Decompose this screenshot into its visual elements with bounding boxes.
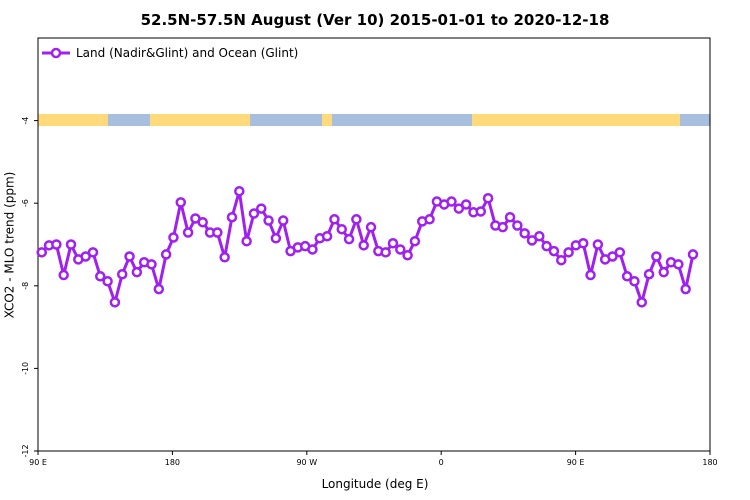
point — [329, 214, 340, 225]
x-tick-label: 90 E — [29, 458, 47, 467]
point — [270, 233, 282, 244]
x-tick-label: 90 E — [567, 458, 585, 467]
point — [358, 240, 369, 251]
point — [556, 254, 567, 266]
point — [241, 235, 252, 247]
point — [263, 215, 274, 226]
point — [248, 208, 260, 219]
point — [585, 269, 596, 281]
point — [504, 211, 516, 223]
point — [395, 244, 406, 255]
x-tick-label: 90 W — [296, 458, 317, 467]
x-tick-label: 180 — [702, 458, 717, 467]
point — [577, 238, 589, 249]
point — [446, 196, 457, 207]
point — [197, 216, 208, 228]
point — [226, 211, 238, 223]
point — [651, 251, 662, 262]
chart-title: 52.5N-57.5N August (Ver 10) 2015-01-01 t… — [141, 11, 610, 29]
point — [512, 220, 523, 231]
point — [687, 249, 699, 260]
point — [58, 269, 69, 281]
point — [95, 271, 106, 282]
point — [146, 259, 157, 270]
point — [160, 249, 172, 260]
point — [424, 214, 435, 225]
point — [365, 221, 377, 233]
point — [234, 185, 245, 197]
legend-label: Land (Nadir&Glint) and Ocean (Glint) — [76, 46, 298, 60]
point — [153, 283, 165, 295]
point — [497, 221, 508, 233]
y-tick-label: -10 — [21, 362, 30, 375]
point — [548, 245, 560, 257]
point — [636, 297, 648, 308]
point — [387, 238, 399, 249]
point — [453, 203, 465, 214]
x-tick-label: 0 — [439, 458, 444, 467]
y-tick-label: -8 — [21, 282, 30, 290]
point — [541, 240, 552, 252]
point — [124, 251, 135, 262]
point — [102, 276, 113, 287]
point — [614, 247, 626, 258]
point — [65, 239, 77, 250]
point — [116, 268, 128, 280]
point — [475, 206, 487, 217]
point — [673, 259, 684, 270]
point — [336, 223, 347, 235]
x-tick-label: 180 — [165, 458, 180, 467]
point — [321, 230, 333, 242]
legend-marker — [50, 47, 62, 59]
point — [80, 251, 91, 262]
point — [219, 252, 230, 263]
point — [87, 247, 99, 258]
point — [131, 266, 143, 278]
y-tick-label: -12 — [21, 444, 30, 457]
point — [680, 283, 691, 295]
legend: Land (Nadir&Glint) and Ocean (Glint) — [42, 46, 298, 60]
x-axis-title: Longitude (deg E) — [322, 477, 429, 491]
point — [643, 268, 655, 280]
point — [36, 247, 47, 258]
point — [592, 239, 604, 250]
point — [277, 215, 289, 226]
point — [212, 227, 223, 238]
point — [519, 228, 530, 239]
point — [175, 197, 187, 208]
plot-frame — [37, 37, 711, 452]
point — [256, 203, 267, 214]
point — [402, 249, 413, 261]
point — [526, 235, 538, 246]
point — [658, 266, 669, 278]
y-tick-label: -4 — [21, 117, 30, 125]
point — [307, 244, 318, 255]
point — [482, 192, 494, 204]
point — [109, 297, 121, 308]
point — [621, 271, 633, 282]
point — [563, 247, 574, 258]
y-axis-title: XCO2 - MLO trend (ppm) — [3, 172, 17, 319]
point — [607, 251, 618, 262]
point — [351, 214, 362, 225]
point — [168, 232, 179, 243]
point — [534, 230, 545, 242]
y-tick-label: -6 — [21, 199, 30, 207]
point — [182, 227, 194, 238]
point — [51, 239, 62, 250]
point — [629, 276, 640, 287]
point — [343, 233, 355, 245]
point — [460, 199, 472, 210]
point — [380, 247, 391, 258]
point — [409, 235, 421, 247]
land-ocean-strip — [38, 114, 710, 126]
